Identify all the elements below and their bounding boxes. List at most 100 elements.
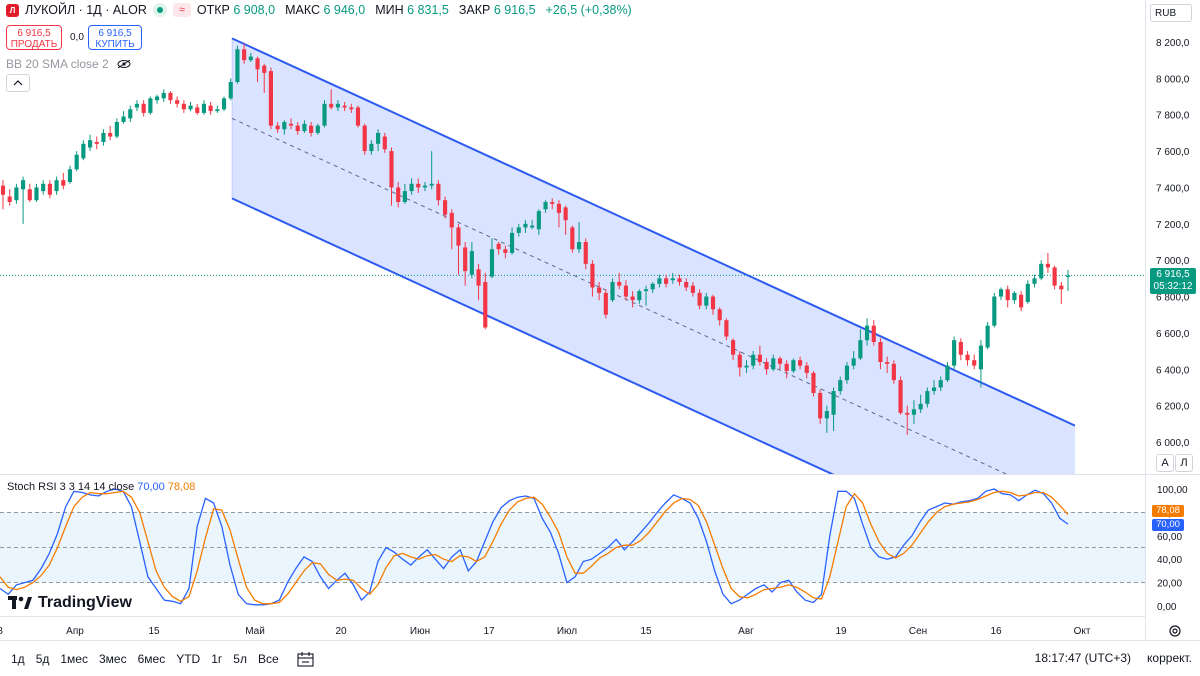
candle-body — [858, 340, 863, 359]
candle-body — [576, 242, 582, 250]
time-axis-label: 15 — [148, 626, 160, 637]
candle-body — [978, 345, 984, 370]
timeframe-1d[interactable]: 1д — [11, 651, 25, 666]
candle-body — [382, 136, 387, 150]
log-scale-button[interactable]: Л — [1175, 454, 1193, 472]
candle-body — [757, 354, 762, 362]
candle-body — [804, 365, 809, 373]
chart-canvas[interactable]: 8 200,08 000,07 800,07 600,07 400,07 200… — [0, 0, 1200, 640]
candle-body — [1032, 278, 1037, 284]
candle-body — [248, 56, 253, 61]
data-delay-icon[interactable]: ≈ — [172, 3, 191, 17]
buy-button[interactable]: 6 916,5 КУПИТЬ — [88, 25, 142, 50]
time-axis-label: Сен — [909, 626, 927, 637]
spread-value: 0,0 — [70, 32, 84, 43]
stoch-axis-label: 40,00 — [1157, 555, 1182, 566]
hidden-eye-icon[interactable] — [117, 59, 131, 69]
time-axis-label: Май — [245, 626, 265, 637]
candle-body — [201, 103, 207, 113]
price-axis-label: 8 200,0 — [1156, 38, 1190, 49]
timeframe-5d[interactable]: 5д — [35, 651, 50, 666]
candle-body — [831, 391, 836, 415]
candle-body — [724, 320, 729, 337]
sell-button[interactable]: 6 916,5 ПРОДАТЬ — [6, 25, 62, 50]
candle-body — [208, 105, 213, 112]
timeframe-6m[interactable]: 6мес — [137, 651, 166, 666]
time-axis-label: Апр — [66, 626, 84, 637]
candle-body — [47, 183, 52, 195]
candle-body — [335, 103, 340, 108]
candle-body — [1005, 289, 1010, 301]
adjust-toggle[interactable]: коррект. — [1147, 651, 1192, 665]
indicator-legend[interactable]: BB 20 SMA close 2 — [6, 57, 131, 71]
candle-body — [188, 105, 193, 110]
candle-body — [442, 200, 448, 215]
channel-lower-line — [231, 197, 835, 474]
candle-body — [610, 282, 615, 301]
candle-body — [864, 325, 870, 341]
candle-body — [536, 211, 541, 230]
price-axis-label: 6 200,0 — [1156, 402, 1190, 413]
candle-body — [570, 227, 575, 250]
candle-body — [87, 140, 93, 148]
candle-body — [161, 92, 166, 99]
candle-body — [731, 340, 736, 355]
date-range-calendar-icon[interactable] — [297, 651, 315, 667]
settings-gear-icon[interactable] — [1168, 624, 1182, 638]
channel-upper-line — [231, 37, 1076, 427]
timeframe-1m[interactable]: 1мес — [60, 651, 88, 666]
candle-body — [744, 365, 749, 368]
candle-body — [543, 202, 548, 210]
candle-body — [509, 232, 515, 253]
time-axis-label: 20 — [335, 626, 347, 637]
tradingview-logo[interactable]: TradingView — [8, 594, 132, 612]
timeframe-all[interactable]: Все — [257, 651, 279, 666]
candle-body — [422, 185, 428, 188]
candle-body — [563, 207, 568, 221]
clock-timezone[interactable]: 18:17:47 (UTC+3) — [1034, 651, 1132, 665]
candle-body — [958, 342, 963, 355]
candle-body — [483, 282, 488, 328]
candle-body — [81, 143, 86, 159]
candle-body — [315, 125, 320, 133]
candle-body — [690, 285, 695, 293]
candle-body — [998, 289, 1004, 297]
candle-body — [108, 132, 113, 137]
candle-body — [945, 365, 950, 381]
candle-body — [154, 96, 160, 101]
currency-button[interactable]: RUB — [1150, 4, 1192, 22]
candle-body — [952, 340, 957, 366]
candle-body — [992, 296, 997, 326]
stoch-d-line — [0, 490, 1069, 605]
candle-body — [496, 243, 501, 250]
timeframe-3m[interactable]: 3мес — [98, 651, 127, 666]
auto-scale-button[interactable]: A — [1156, 454, 1174, 472]
sell-price: 6 916,5 — [17, 28, 51, 39]
candle-body — [938, 380, 943, 388]
price-axis-label: 7 600,0 — [1156, 147, 1190, 158]
candle-body — [463, 247, 468, 272]
timeframe-ytd[interactable]: YTD — [176, 651, 201, 666]
stoch-axis-label: 100,00 — [1157, 485, 1188, 496]
candle-body — [797, 360, 803, 366]
candle-body — [1019, 294, 1024, 308]
price-axis-label: 7 800,0 — [1156, 111, 1190, 122]
candle-body — [402, 191, 407, 202]
candle-body — [670, 278, 675, 281]
symbol-title[interactable]: ЛУКОЙЛ · 1Д · ALOR — [25, 3, 147, 17]
time-axis-label: 8 — [0, 626, 3, 637]
candle-body — [503, 249, 508, 253]
candle-body — [429, 183, 434, 186]
candle-body — [664, 278, 669, 284]
candle-body — [54, 180, 59, 192]
timeframe-5y[interactable]: 5л — [233, 651, 247, 666]
candle-body — [590, 263, 595, 288]
timeframe-1y[interactable]: 1г — [211, 651, 223, 666]
candle-body — [329, 103, 334, 108]
candle-body — [469, 251, 474, 275]
stoch-legend[interactable]: Stoch RSI 3 3 14 14 close 70,00 78,08 — [7, 481, 195, 493]
collapse-legend-button[interactable] — [6, 74, 30, 92]
candle-body — [342, 105, 347, 108]
candle-body — [255, 58, 260, 70]
candle-body — [61, 180, 66, 186]
